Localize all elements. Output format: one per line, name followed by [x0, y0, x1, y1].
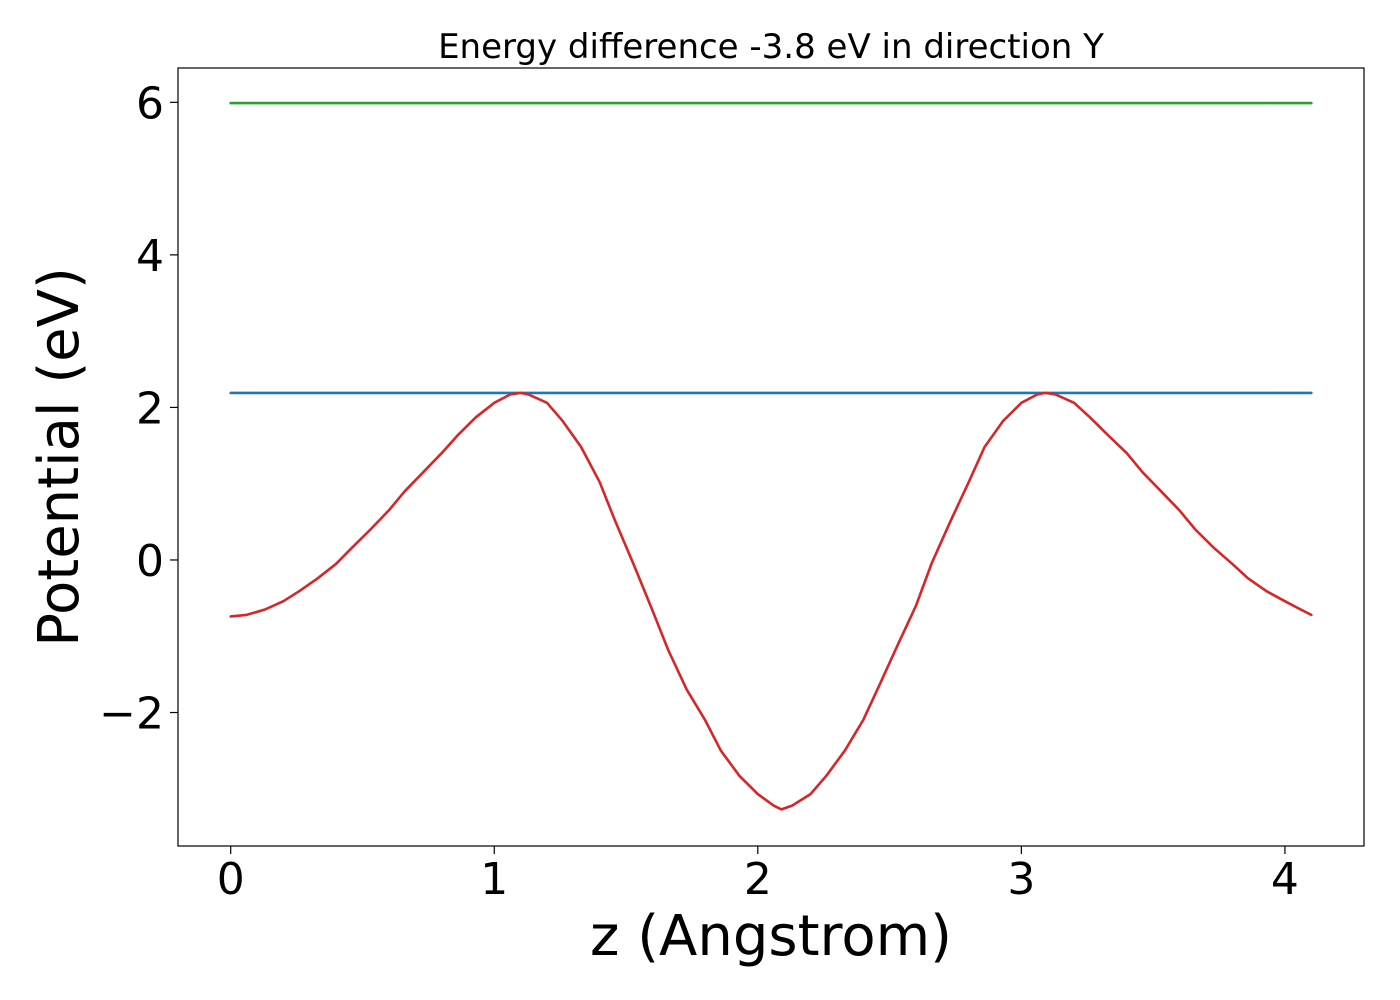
x-tick-label: 4 [1271, 854, 1299, 905]
y-tick-label: 6 [136, 78, 164, 129]
x-tick-label: 2 [744, 854, 772, 905]
chart-title: Energy difference -3.8 eV in direction Y [438, 27, 1104, 67]
y-tick-label: 4 [136, 231, 164, 282]
y-tick-label: −2 [99, 689, 164, 740]
x-tick-label: 0 [217, 854, 245, 905]
plot-area [229, 101, 1313, 811]
x-axis-label: z (Angstrom) [590, 904, 952, 969]
y-tick-label: 0 [136, 536, 164, 587]
plot-frame [177, 67, 1365, 847]
y-axis: −2 0 2 4 6 [99, 78, 178, 740]
series-line-2 [229, 391, 1313, 811]
x-tick-label: 1 [480, 854, 508, 905]
y-tick-label: 2 [136, 383, 164, 434]
x-tick-label: 3 [1007, 854, 1035, 905]
x-axis: 0 1 2 3 4 [217, 846, 1299, 905]
y-axis-label: Potential (eV) [27, 267, 92, 647]
